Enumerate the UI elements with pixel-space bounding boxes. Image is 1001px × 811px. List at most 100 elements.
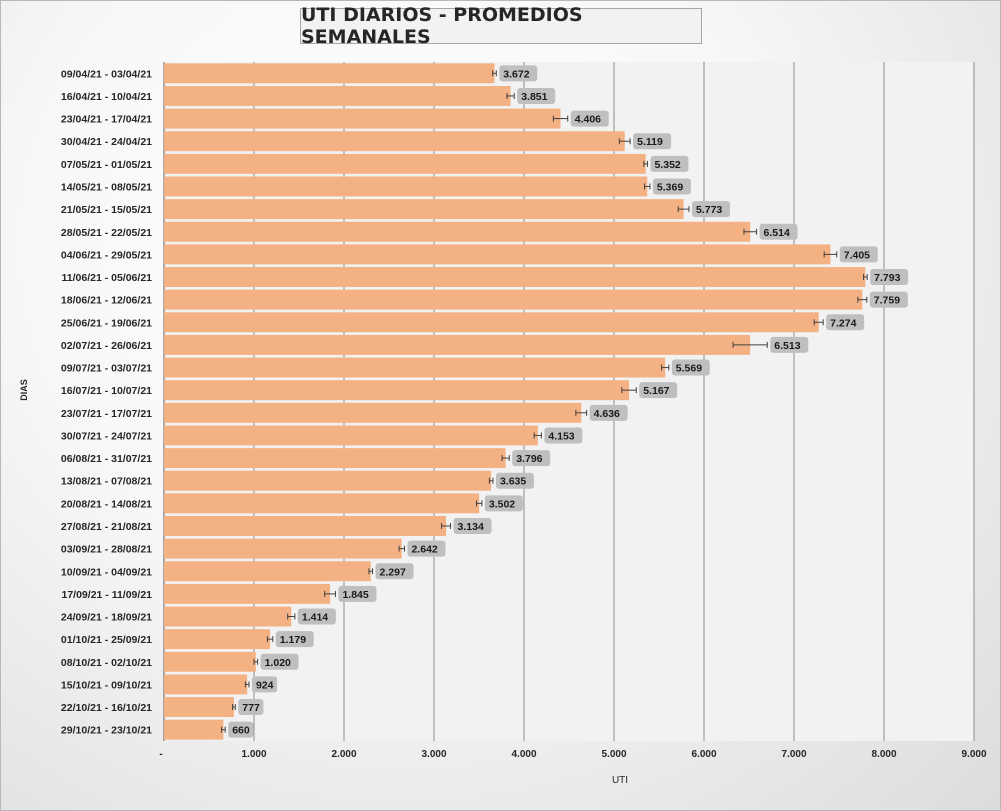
x-tick-label: 7.000 (781, 749, 806, 760)
chart-title: UTI DIARIOS - PROMEDIOS SEMANALES (300, 4, 702, 48)
gridlines (163, 62, 975, 741)
data-label: 7.793 (874, 272, 900, 284)
x-tick-label: 9.000 (961, 749, 986, 760)
data-label: 3.851 (521, 91, 547, 103)
category-label: 21/05/21 - 15/05/21 (61, 204, 152, 216)
data-label: 3.796 (516, 453, 542, 465)
bar (164, 63, 495, 84)
category-label: 24/09/21 - 18/09/21 (61, 612, 152, 624)
data-label-box (375, 563, 414, 580)
data-label-box (650, 155, 689, 172)
category-label: 17/09/21 - 11/09/21 (62, 589, 153, 601)
data-label: 2.642 (411, 544, 437, 556)
data-label-box (639, 382, 678, 399)
bar (164, 674, 248, 695)
data-label: 6.513 (774, 340, 800, 352)
data-label-box (495, 472, 534, 489)
data-label: 1.845 (342, 589, 368, 601)
data-label-box (671, 359, 710, 376)
data-label: 5.167 (643, 385, 669, 397)
data-label: 1.179 (280, 634, 306, 646)
bar (164, 312, 819, 333)
category-label: 30/07/21 - 24/07/21 (61, 430, 152, 442)
data-label: 3.635 (500, 476, 526, 488)
data-label-box (407, 540, 446, 557)
data-label-box (633, 133, 672, 150)
bar (164, 334, 751, 355)
category-label: 23/07/21 - 17/07/21 (61, 408, 152, 420)
category-label: 30/04/21 - 24/04/21 (61, 136, 152, 148)
data-label: 924 (256, 679, 274, 691)
bar (164, 402, 582, 423)
category-label: 27/08/21 - 21/08/21 (61, 521, 152, 533)
bar (164, 221, 751, 242)
data-label-box (228, 721, 254, 738)
bar (164, 651, 256, 672)
bar (164, 470, 492, 491)
category-label: 25/06/21 - 19/06/21 (61, 317, 152, 329)
x-axis-label: UTI (611, 775, 629, 786)
data-label-box (770, 336, 809, 353)
bar (164, 516, 447, 536)
category-label: 16/04/21 - 10/04/21 (61, 91, 152, 103)
bar (164, 380, 630, 401)
data-label-box (870, 269, 909, 286)
bar (164, 629, 271, 650)
data-label-box (499, 65, 538, 82)
bar (164, 425, 538, 446)
category-label: 02/07/21 - 26/06/21 (61, 340, 152, 352)
data-label: 3.134 (458, 521, 484, 533)
bars: 3.672 3.851 4.406 5.119 5.352 5.369 5.773 6.514… (164, 63, 909, 740)
data-label-box (652, 178, 691, 195)
category-labels: 09/04/21 - 03/04/21 16/04/21 - 10/04/21 23… (61, 68, 152, 736)
category-label: 20/08/21 - 14/08/21 (61, 498, 152, 510)
bar (164, 493, 480, 514)
bar (164, 583, 331, 604)
category-label: 07/05/21 - 01/05/21 (61, 159, 152, 171)
data-label-box (570, 110, 609, 127)
bar (164, 108, 561, 129)
data-label: 5.569 (676, 363, 702, 375)
data-label: 660 (232, 725, 250, 737)
data-label-box (544, 427, 583, 444)
bar (164, 244, 831, 265)
x-tick-labels: - 1.000 2.000 3.000 4.000 5.000 6.000 7.000 8.00… (159, 749, 987, 760)
bar (164, 153, 646, 174)
bar (164, 85, 511, 106)
category-label: 11/06/21 - 05/06/21 (62, 272, 153, 284)
bar (164, 448, 506, 469)
data-label-box (839, 246, 878, 263)
bar (164, 719, 224, 740)
data-label: 5.369 (657, 181, 683, 193)
data-label: 7.759 (874, 295, 900, 307)
category-label: 09/07/21 - 03/07/21 (61, 363, 152, 375)
data-label: 4.406 (575, 114, 601, 126)
category-label: 03/09/21 - 28/08/21 (61, 544, 152, 556)
data-label-box (251, 676, 278, 693)
bar (164, 199, 684, 220)
x-tick-label: 6.000 (691, 749, 716, 760)
data-label: 1.414 (302, 612, 328, 624)
x-tick-label: 5.000 (601, 749, 626, 760)
category-label: 22/10/21 - 16/10/21 (61, 702, 152, 714)
category-label: 15/10/21 - 09/10/21 (61, 679, 152, 691)
data-label-box (759, 223, 798, 240)
category-label: 09/04/21 - 03/04/21 (61, 68, 152, 80)
x-tick-label: 4.000 (511, 749, 536, 760)
plot-area (164, 62, 974, 741)
data-label-box (453, 517, 492, 534)
data-label: 5.119 (637, 136, 663, 148)
data-label: 2.297 (380, 566, 406, 578)
bar (164, 357, 666, 378)
data-label-box (512, 450, 551, 467)
x-tick-label: - (159, 749, 162, 760)
data-label: 7.274 (830, 317, 856, 329)
bar (164, 697, 234, 718)
bar (164, 131, 625, 152)
category-label: 13/08/21 - 07/08/21 (61, 476, 152, 488)
data-label: 5.352 (654, 159, 680, 171)
bar (164, 267, 866, 287)
category-label: 14/05/21 - 08/05/21 (61, 181, 152, 193)
category-label: 06/08/21 - 31/07/21 (61, 453, 152, 465)
